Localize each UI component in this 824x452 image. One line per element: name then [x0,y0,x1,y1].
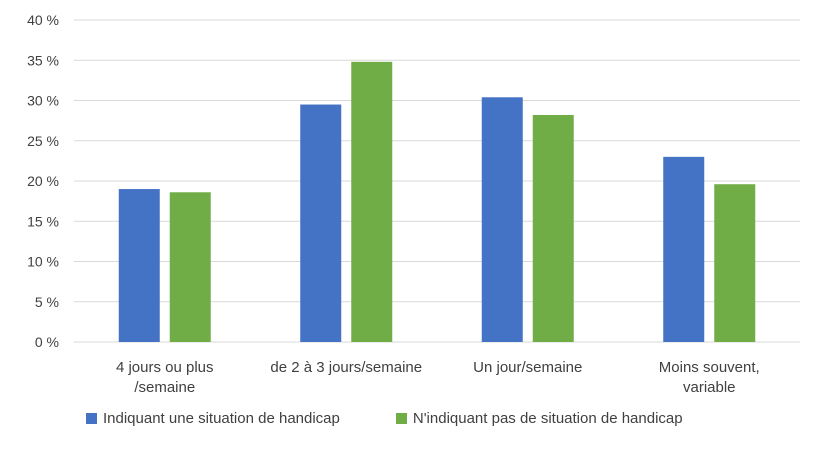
bar-series-2-cat-3 [532,114,574,343]
bar-series-2-cat-1 [169,192,211,342]
y-tick-label: 20 % [27,173,59,189]
legend: Indiquant une situation de handicap N'in… [86,410,739,427]
bar-series-1-cat-1 [118,189,160,342]
legend-label-series-1: Indiquant une situation de handicap [103,410,340,427]
legend-item-series-1: Indiquant une situation de handicap [86,410,340,427]
x-tick-label: variable [683,379,736,396]
y-tick-label: 0 % [35,334,59,350]
y-tick-label: 40 % [27,12,59,28]
x-tick-label: Moins souvent, [659,359,760,376]
y-tick-label: 10 % [27,254,59,270]
bars [118,61,756,343]
x-axis: 4 jours ou plus/semaine de 2 à 3 jours/se… [116,359,760,396]
y-tick-label: 25 % [27,133,59,149]
bar-series-1-cat-2 [300,104,342,343]
y-tick-label: 30 % [27,93,59,109]
legend-swatch-series-1 [86,413,97,424]
x-tick-label: Un jour/semaine [473,359,582,376]
y-tick-label: 35 % [27,52,59,68]
legend-label-series-2: N'indiquant pas de situation de handicap [412,410,683,427]
bar-series-1-cat-3 [481,97,523,342]
bar-series-2-cat-4 [714,184,756,342]
y-tick-label: 15 % [27,213,59,229]
bar-series-2-cat-2 [351,61,393,343]
legend-swatch-series-2 [395,413,407,424]
x-tick-label: de 2 à 3 jours/semaine [270,359,422,376]
y-tick-label: 5 % [35,294,59,310]
y-axis: 0 % 5 % 10 % 15 % 20 % 25 % 30 % 35 % 40 % [27,12,59,350]
x-tick-label: /semaine [134,379,195,396]
legend-item-series-2: N'indiquant pas de situation de handicap [395,410,683,427]
x-tick-label: 4 jours ou plus [116,359,214,376]
bar-series-1-cat-4 [663,156,705,342]
